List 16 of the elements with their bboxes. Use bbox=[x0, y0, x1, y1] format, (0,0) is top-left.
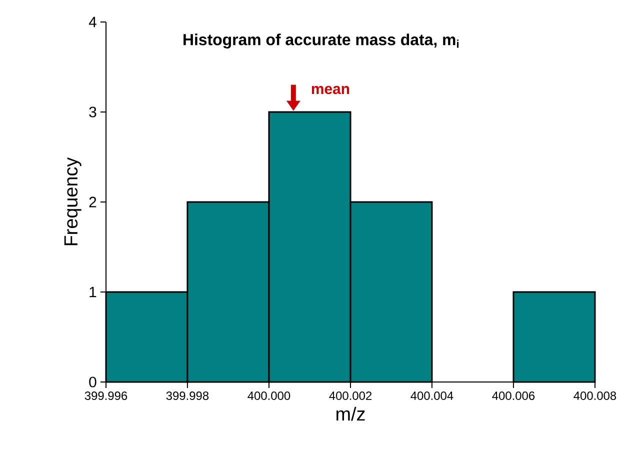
y-tick-label: 4 bbox=[88, 16, 96, 28]
y-tick-label: 2 bbox=[89, 196, 96, 208]
x-tick-label: 400.002 bbox=[329, 392, 372, 400]
x-tick-label: 400.000 bbox=[248, 392, 290, 400]
y-tick-label: 0 bbox=[89, 376, 96, 388]
x-tick-label: 400.008 bbox=[574, 392, 616, 400]
y-axis-title: Frequency bbox=[64, 157, 82, 246]
x-tick-label: 399.996 bbox=[84, 392, 128, 400]
y-tick-label: 1 bbox=[90, 286, 96, 298]
x-tick-label: 400.004 bbox=[410, 392, 454, 400]
annotation: mean bbox=[312, 86, 350, 94]
x-axis-title: m/z bbox=[336, 406, 365, 421]
x-tick-label: 399.998 bbox=[166, 392, 209, 400]
x-tick-label: 400.006 bbox=[492, 392, 535, 400]
text: Histogram of accurate mass data, m$_{i}$ bbox=[184, 34, 459, 48]
y-tick-label: 3 bbox=[89, 106, 96, 118]
